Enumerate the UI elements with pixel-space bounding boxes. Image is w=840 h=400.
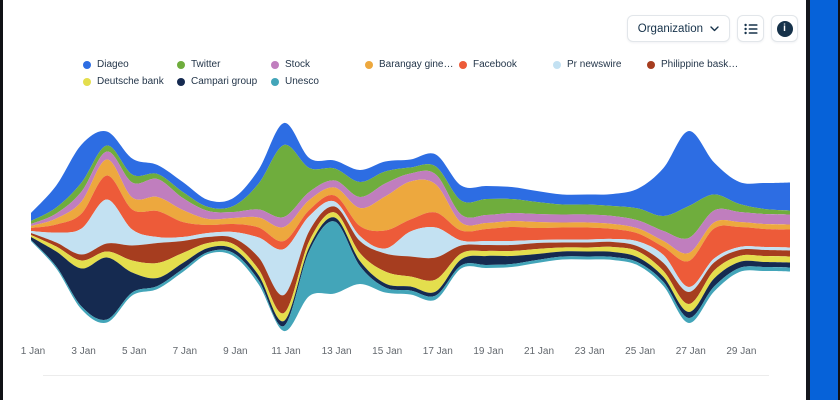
chart-controls: Organization i <box>626 15 798 42</box>
x-tick-label: 7 Jan <box>172 346 198 357</box>
x-tick-label: 17 Jan <box>422 346 453 357</box>
x-tick-label: 5 Jan <box>121 346 147 357</box>
x-tick-label: 15 Jan <box>372 346 403 357</box>
legend-label: Philippine bask… <box>661 59 739 70</box>
legend-label: Facebook <box>473 59 517 70</box>
stream-layer-facebook[interactable] <box>31 175 790 288</box>
streamgraph-svg[interactable] <box>3 95 806 355</box>
stream-layer-campari-group[interactable] <box>31 217 790 327</box>
x-tick-label: 23 Jan <box>574 346 605 357</box>
right-outer-edge <box>838 0 840 400</box>
legend-color-dot <box>553 60 561 69</box>
organization-dropdown-label: Organization <box>637 22 703 35</box>
streamgraph-chart[interactable] <box>3 95 806 355</box>
x-tick-label: 27 Jan <box>675 346 706 357</box>
legend-color-dot <box>83 60 91 69</box>
chart-panel: Organization i <box>3 0 806 400</box>
legend-list-button[interactable] <box>737 15 764 42</box>
legend-color-dot <box>459 60 467 69</box>
x-tick-label: 21 Jan <box>523 346 555 357</box>
legend-item-philippine-bask[interactable]: Philippine bask… <box>647 56 741 73</box>
legend-color-dot <box>83 77 91 86</box>
legend-item-twitter[interactable]: Twitter <box>177 56 271 73</box>
legend-label: Diageo <box>97 59 129 70</box>
legend-item-stock[interactable]: Stock <box>271 56 365 73</box>
x-tick-label: 13 Jan <box>321 346 352 357</box>
x-tick-label: 3 Jan <box>71 346 96 357</box>
legend-label: Unesco <box>285 76 319 87</box>
list-icon <box>743 22 758 36</box>
stream-layer-diageo[interactable] <box>31 122 790 221</box>
legend-item-diageo[interactable]: Diageo <box>83 56 177 73</box>
right-blue-bar <box>810 0 838 400</box>
info-icon: i <box>776 20 793 37</box>
stream-layer-stock[interactable] <box>31 151 790 254</box>
legend-label: Deutsche bank <box>97 76 164 87</box>
organization-dropdown[interactable]: Organization <box>626 15 730 42</box>
legend-label: Campari group <box>191 76 258 87</box>
legend-label: Barangay gine… <box>379 59 454 70</box>
stream-layer-pr-newswire[interactable] <box>31 199 790 296</box>
x-tick-label: 29 Jan <box>726 346 757 357</box>
x-axis: 1 Jan 3 Jan 5 Jan 7 Jan 9 Jan 11 Jan 13 Jan 15 … <box>3 346 806 360</box>
x-tick-label: 25 Jan <box>625 346 656 357</box>
legend-color-dot <box>365 60 373 69</box>
info-button[interactable]: i <box>771 15 798 42</box>
chevron-down-icon <box>710 25 719 32</box>
legend-color-dot <box>271 60 279 69</box>
right-frame-edge <box>806 0 810 400</box>
stream-layer-unesco[interactable] <box>31 221 790 332</box>
chart-legend: Diageo Twitter Stock Barangay gine… Facebook… <box>83 56 753 90</box>
legend-item-facebook[interactable]: Facebook <box>459 56 553 73</box>
legend-color-dot <box>271 77 279 86</box>
legend-color-dot <box>177 77 185 86</box>
stream-layer-philippine-bask[interactable] <box>31 206 790 314</box>
stream-layer-barangay-gine[interactable] <box>31 159 790 262</box>
x-tick-label: 19 Jan <box>473 346 504 357</box>
legend-item-campari-group[interactable]: Campari group <box>177 73 271 90</box>
left-frame-edge <box>0 0 3 400</box>
legend-item-deutsche-bank[interactable]: Deutsche bank <box>83 73 177 90</box>
legend-color-dot <box>647 60 655 69</box>
x-tick-label: 1 Jan <box>20 346 46 357</box>
x-tick-label: 11 Jan <box>271 346 301 357</box>
legend-item-pr-newswire[interactable]: Pr newswire <box>553 56 647 73</box>
legend-item-barangay-gine[interactable]: Barangay gine… <box>365 56 459 73</box>
legend-label: Pr newswire <box>567 59 622 70</box>
x-tick-label: 9 Jan <box>223 346 248 357</box>
legend-color-dot <box>177 60 185 69</box>
bottom-divider <box>43 375 769 376</box>
legend-label: Stock <box>285 59 311 70</box>
legend-label: Twitter <box>191 59 221 70</box>
legend-item-unesco[interactable]: Unesco <box>271 73 365 90</box>
